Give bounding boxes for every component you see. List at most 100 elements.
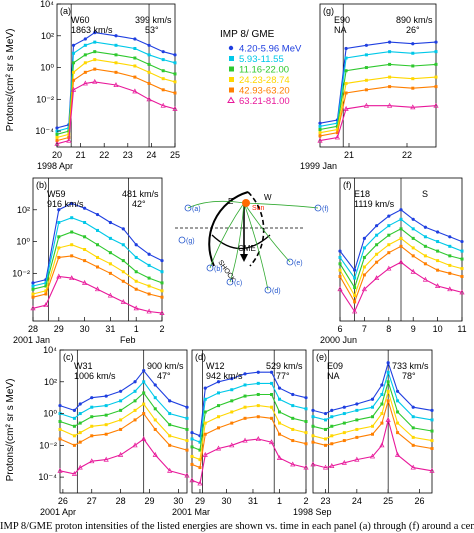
data-point <box>104 423 108 427</box>
data-point <box>83 235 87 239</box>
x-tick-label: 9 <box>411 324 416 334</box>
data-point <box>133 37 137 41</box>
x-tick-label: 24 <box>352 496 362 506</box>
data-point <box>113 82 119 87</box>
data-point <box>104 394 108 398</box>
data-point <box>291 439 295 443</box>
data-point <box>353 300 357 304</box>
data-point <box>152 451 158 457</box>
data-point <box>334 134 340 140</box>
data-point <box>460 249 464 253</box>
data-point <box>118 451 124 457</box>
data-point <box>311 408 315 412</box>
map-event-marker <box>264 286 272 294</box>
data-point <box>160 102 166 108</box>
data-point <box>354 456 360 462</box>
data-point <box>31 295 35 299</box>
date-label: 1998 Sep <box>293 507 332 517</box>
data-point <box>78 440 82 444</box>
data-point <box>168 412 172 416</box>
y-tick-label: 10⁴ <box>43 345 57 355</box>
data-point <box>448 254 452 258</box>
data-point <box>147 53 151 57</box>
data-point <box>411 86 415 90</box>
data-point <box>70 86 77 92</box>
data-point <box>243 383 247 387</box>
data-point <box>330 434 334 438</box>
angle-label: 53° <box>145 25 159 35</box>
angle-label: 78° <box>402 371 416 381</box>
data-point <box>133 64 137 68</box>
data-point <box>344 91 348 95</box>
data-point <box>58 404 62 408</box>
data-point <box>338 268 342 272</box>
data-point <box>134 255 138 259</box>
data-point <box>277 410 281 414</box>
data-point <box>433 102 439 108</box>
data-point <box>31 287 35 291</box>
data-point <box>448 263 452 267</box>
x-tick-label: 31 <box>105 324 115 334</box>
data-point <box>142 412 146 416</box>
data-point <box>114 43 118 47</box>
data-point <box>108 271 112 275</box>
data-point <box>203 432 207 436</box>
data-point <box>459 289 465 295</box>
x-tick-label: 23 <box>123 150 133 160</box>
data-point <box>344 81 348 85</box>
speed-right: 733 km/s <box>392 361 429 371</box>
data-point <box>380 421 384 425</box>
x-tick-label: 20 <box>52 150 62 160</box>
data-point <box>410 104 416 110</box>
y-tick-label: 10⁰ <box>40 63 54 73</box>
data-point <box>430 447 434 451</box>
data-point <box>83 43 87 47</box>
data-point <box>386 265 392 271</box>
legend-entry-label: 11.16-22.00 <box>239 65 289 76</box>
data-point <box>364 43 368 47</box>
data-point <box>380 392 384 396</box>
data-point <box>353 286 357 290</box>
data-point <box>460 275 464 279</box>
data-point <box>147 252 151 256</box>
data-point <box>57 467 63 473</box>
data-point <box>168 434 172 438</box>
data-point <box>44 292 48 296</box>
x-tick-label: 21 <box>344 150 354 160</box>
data-point <box>399 217 403 221</box>
data-point <box>436 230 440 234</box>
panel-label: (g) <box>323 6 334 16</box>
data-point <box>277 432 281 436</box>
series-line-5 <box>56 81 176 145</box>
data-point <box>215 445 222 451</box>
series-line-5 <box>339 261 463 313</box>
data-point <box>375 252 379 256</box>
x-tick-label: 28 <box>28 324 38 334</box>
field-line-6 <box>243 202 319 209</box>
speed-left: 1006 km/s <box>74 371 116 381</box>
data-point <box>134 279 138 283</box>
data-point <box>90 434 94 438</box>
data-point <box>430 408 434 412</box>
data-point <box>190 431 194 435</box>
data-point <box>69 275 75 281</box>
data-point <box>277 421 281 425</box>
data-point <box>133 56 137 60</box>
data-point <box>387 224 391 228</box>
data-point <box>185 427 189 431</box>
speed-left: 916 km/s <box>47 199 84 209</box>
y-tick-label: 10² <box>41 31 54 41</box>
data-point <box>114 61 118 65</box>
sun-label: Sun <box>252 205 265 212</box>
data-point <box>411 435 415 439</box>
data-point <box>133 408 137 412</box>
x-tick-label: 7 <box>362 324 367 334</box>
data-point <box>133 305 139 311</box>
data-point <box>337 286 343 292</box>
data-point <box>303 464 309 470</box>
data-point <box>153 383 157 387</box>
data-point <box>198 466 202 470</box>
data-point <box>71 43 76 47</box>
speed-right: 900 km/s <box>147 361 184 371</box>
